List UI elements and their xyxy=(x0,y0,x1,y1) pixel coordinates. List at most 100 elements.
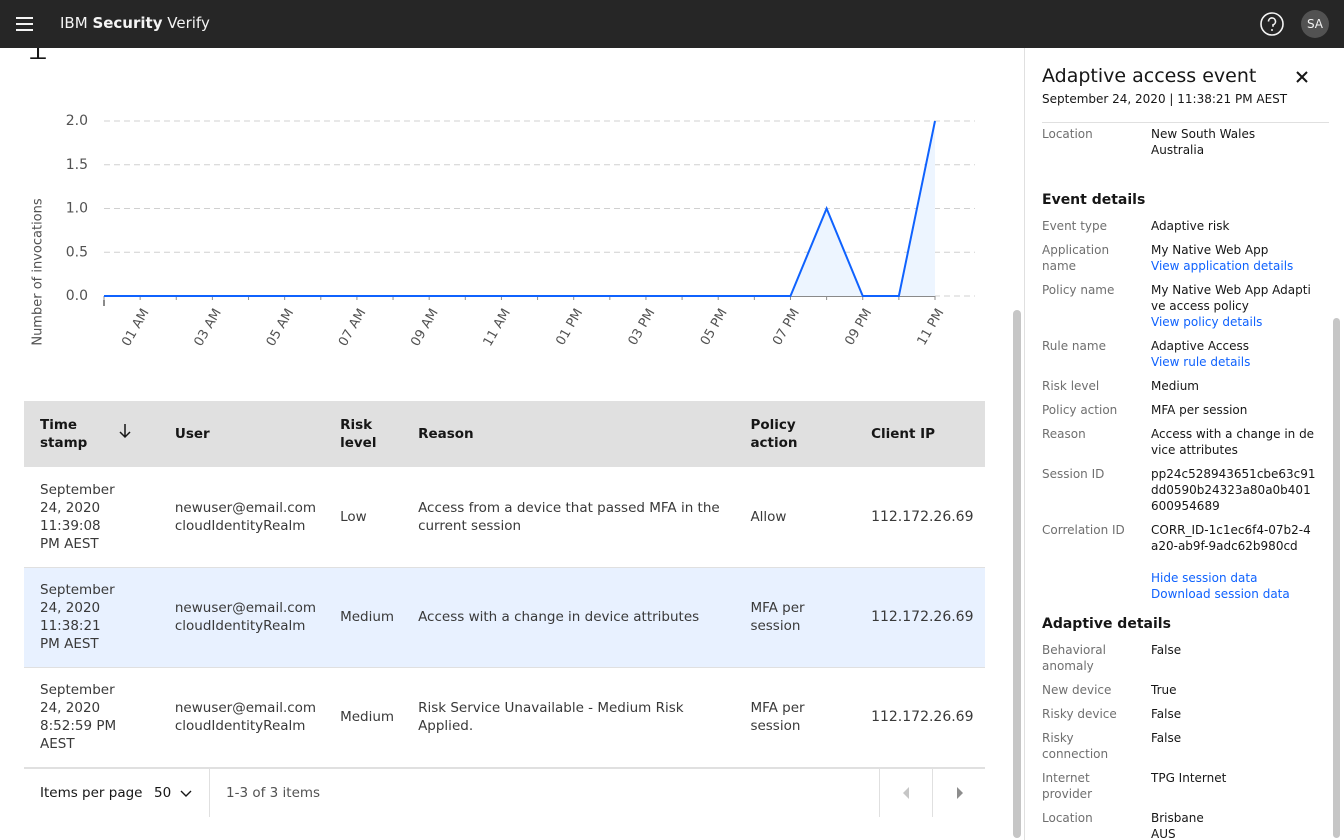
next-page[interactable] xyxy=(955,787,965,799)
x-tick-label: 05 PM xyxy=(698,306,731,348)
detail-item: Reason Access with a change in device att… xyxy=(1042,426,1332,458)
brand-bold: Security xyxy=(92,14,163,32)
y-tick-label: 0.0 xyxy=(66,288,88,304)
scrollbar[interactable] xyxy=(1013,310,1021,838)
detail-item: Event type Adaptive risk xyxy=(1042,218,1332,234)
detail-label: Location xyxy=(1042,127,1093,141)
user-email: newuser@email.com xyxy=(174,600,317,616)
y-tick-label: 2.0 xyxy=(66,113,88,129)
prev-page[interactable] xyxy=(901,787,911,799)
scrollbar[interactable] xyxy=(1333,318,1340,838)
detail-item: Policy name My Native Web App Adaptive ac… xyxy=(1042,282,1332,330)
timestamp: September 24, 2020 11:38:21 PM AEST xyxy=(24,567,159,668)
detail-value: True xyxy=(1151,682,1316,698)
y-tick-label: 1.5 xyxy=(66,157,88,173)
value-line: True xyxy=(1151,683,1177,697)
detail-item: Session ID pp24c528943651cbe63c91dd0590b2… xyxy=(1042,466,1332,514)
x-tick-label: 01 PM xyxy=(553,306,586,348)
column-header: Policy action xyxy=(734,401,856,467)
table-row[interactable]: September 24, 2020 8:52:59 PM AEST newuse… xyxy=(24,667,985,768)
detail-item: Risk level Medium xyxy=(1042,378,1332,394)
value-line: False xyxy=(1151,707,1182,721)
help-button[interactable] xyxy=(1259,11,1285,37)
table-header: Time stamp User Risk level Reason Policy act… xyxy=(24,401,985,467)
detail-label: Correlation ID xyxy=(1042,523,1125,537)
detail-link[interactable]: View application details xyxy=(1151,259,1294,273)
value-line: Adaptive risk xyxy=(1151,219,1230,233)
user-cell: newuser@email.com cloudIdentityRealm xyxy=(158,467,325,568)
detail-value: Brisbane AUS xyxy=(1151,810,1316,840)
brand-suffix: Verify xyxy=(167,14,210,32)
detail-label: Location xyxy=(1042,811,1093,825)
value-line: Adaptive Access xyxy=(1151,339,1250,353)
detail-value: Adaptive Access View rule details xyxy=(1151,338,1316,370)
detail-link[interactable]: Download session data xyxy=(1151,587,1290,601)
value-line: Australia xyxy=(1151,143,1205,157)
divider xyxy=(209,769,210,817)
detail-label: Risky connection xyxy=(1042,731,1109,761)
detail-item: Rule name Adaptive Access View rule detail… xyxy=(1042,338,1332,370)
brand-prefix: IBM xyxy=(60,14,88,32)
detail-value: My Native Web App View application detail… xyxy=(1151,242,1316,274)
detail-item: Correlation ID CORR_ID-1c1ec6f4-07b2-4a20… xyxy=(1042,522,1332,602)
detail-item: New device True xyxy=(1042,682,1332,698)
brand[interactable]: IBM Security Verify xyxy=(60,14,210,32)
sort-icon[interactable] xyxy=(118,423,132,444)
top-bar: IBM Security Verify SA xyxy=(0,0,1344,48)
detail-label: Internet provider xyxy=(1042,771,1092,801)
detail-item: Policy action MFA per session xyxy=(1042,402,1332,418)
detail-item: Risky connection False xyxy=(1042,730,1332,762)
timestamp: September 24, 2020 11:39:08 PM AEST xyxy=(24,467,159,568)
panel-body: Location New South Wales Australia Event de… xyxy=(1042,126,1332,840)
column-header: Time stamp xyxy=(24,401,159,467)
value-line: Brisbane xyxy=(1151,811,1204,825)
items-per-page-select[interactable]: 50 xyxy=(154,785,172,801)
y-axis-label: Number of invocations xyxy=(31,198,46,346)
value-line: Medium xyxy=(1151,379,1199,393)
detail-label: Risky device xyxy=(1042,707,1117,721)
detail-item: Application name My Native Web App View ap… xyxy=(1042,242,1332,274)
pagination: Items per page 50 1-3 of 3 items xyxy=(24,768,985,817)
reason: Risk Service Unavailable - Medium Risk A… xyxy=(402,667,735,768)
detail-label: Behavioral anomaly xyxy=(1042,643,1106,673)
detail-value: pp24c528943651cbe63c91dd0590b24323a80a0b… xyxy=(1151,466,1316,514)
timestamp: September 24, 2020 8:52:59 PM AEST xyxy=(24,667,159,768)
detail-label: Event type xyxy=(1042,219,1107,233)
value-line: My Native Web App Adaptive access policy xyxy=(1151,283,1311,313)
divider xyxy=(879,769,880,817)
x-tick-label: 07 AM xyxy=(336,306,369,349)
user-cell: newuser@email.com cloudIdentityRealm xyxy=(158,667,325,768)
y-tick-label: 0.5 xyxy=(66,244,88,260)
policy-action: Allow xyxy=(734,467,856,568)
client-ip: 112.172.26.69 xyxy=(855,467,985,568)
value-line: My Native Web App xyxy=(1151,243,1269,257)
area xyxy=(104,121,935,296)
detail-label: Policy name xyxy=(1042,283,1115,297)
detail-link[interactable]: View policy details xyxy=(1151,315,1263,329)
policy-action: MFA per session xyxy=(734,567,856,668)
x-tick-label: 07 PM xyxy=(770,306,803,348)
x-tick-label: 09 PM xyxy=(842,306,875,348)
x-tick-label: 11 PM xyxy=(915,306,948,348)
detail-value: Medium xyxy=(1151,378,1316,394)
user-realm: cloudIdentityRealm xyxy=(174,718,306,734)
avatar[interactable]: SA xyxy=(1301,10,1329,38)
column-header: Client IP xyxy=(855,401,985,467)
detail-link[interactable]: View rule details xyxy=(1151,355,1251,369)
user-realm: cloudIdentityRealm xyxy=(174,618,306,634)
section-heading: Event details xyxy=(1042,192,1146,208)
table-row[interactable]: September 24, 2020 11:39:08 PM AEST newus… xyxy=(24,467,985,568)
detail-item: Location New South Wales Australia xyxy=(1042,126,1332,158)
close-button[interactable] xyxy=(1295,70,1309,84)
detail-label: Rule name xyxy=(1042,339,1106,353)
menu-button[interactable] xyxy=(0,0,48,48)
detail-value: False xyxy=(1151,642,1316,674)
value-line: pp24c528943651cbe63c91dd0590b24323a80a0b… xyxy=(1151,467,1316,513)
value-line: New South Wales xyxy=(1151,127,1256,141)
detail-value: CORR_ID-1c1ec6f4-07b2-4a20-ab9f-9adc62b9… xyxy=(1151,522,1316,602)
detail-link[interactable]: Hide session data xyxy=(1151,571,1258,585)
detail-value: My Native Web App Adaptive access policy… xyxy=(1151,282,1316,330)
table-row[interactable]: September 24, 2020 11:38:21 PM AEST newus… xyxy=(24,567,985,668)
detail-label: Policy action xyxy=(1042,403,1118,417)
panel-title: Adaptive access event xyxy=(1042,65,1257,87)
